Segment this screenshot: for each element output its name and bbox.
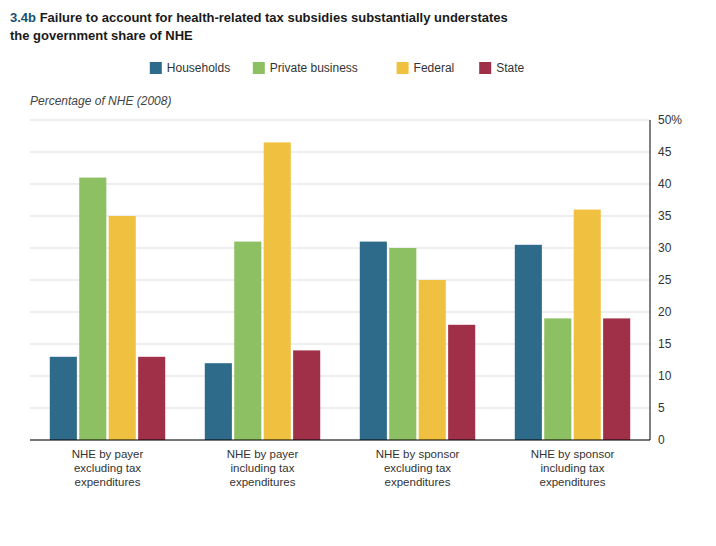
legend-item: Private business: [253, 61, 358, 75]
legend-label: Federal: [414, 61, 455, 75]
y-tick-label: 15: [658, 337, 672, 351]
title-line: 3.4b Failure to account for health-relat…: [10, 10, 508, 25]
bar: [79, 178, 106, 440]
legend-item: State: [479, 61, 524, 75]
bar: [515, 245, 542, 440]
grid-line: [30, 152, 650, 153]
x-tick-line: NHE by payer: [72, 448, 144, 460]
x-tick-label: NHE by sponsor including tax expenditures: [531, 448, 615, 488]
y-tick-label: 10: [658, 369, 672, 383]
y-tick-label: 0: [658, 433, 665, 447]
x-tick-line: expenditures: [75, 476, 141, 488]
x-tick-line: including tax: [541, 462, 605, 474]
bar: [234, 242, 261, 440]
bar: [293, 350, 320, 440]
legend-item: Federal: [397, 61, 455, 75]
y-tick-label: 45: [658, 145, 672, 159]
grid-line: [30, 120, 650, 121]
grid: [30, 120, 650, 440]
y-tick-label: 30: [658, 241, 672, 255]
bar: [544, 318, 571, 440]
y-tick-label: 40: [658, 177, 672, 191]
title-number: 3.4b: [10, 10, 36, 25]
legend: Households Private business Federal State: [150, 61, 525, 75]
chart: 3.4b Failure to account for health-relat…: [0, 0, 716, 546]
bar: [264, 142, 291, 440]
x-tick-line: expenditures: [230, 476, 296, 488]
legend-swatch: [479, 62, 491, 74]
bar: [205, 363, 232, 440]
x-tick-line: excluding tax: [74, 462, 141, 474]
x-tick-label: NHE by payer excluding tax expenditures: [72, 448, 144, 488]
x-tick-label: NHE by sponsor excluding tax expenditures: [376, 448, 460, 488]
bar: [109, 216, 136, 440]
title-line: the government share of NHE: [10, 28, 193, 43]
x-tick-line: including tax: [231, 462, 295, 474]
y-tick-label: 20: [658, 305, 672, 319]
bar: [138, 357, 165, 440]
bar: [448, 325, 475, 440]
y-tick-label: 35: [658, 209, 672, 223]
bar: [389, 248, 416, 440]
bars: [50, 142, 630, 440]
legend-swatch: [253, 62, 265, 74]
y-axis-line: [650, 120, 651, 440]
y-tick-label: 50%: [658, 113, 682, 127]
title: 3.4b Failure to account for health-relat…: [10, 10, 508, 43]
bar: [574, 210, 601, 440]
legend-label: Private business: [270, 61, 358, 75]
x-tick-line: expenditures: [540, 476, 606, 488]
x-tick-line: NHE by payer: [227, 448, 299, 460]
legend-swatch: [397, 62, 409, 74]
x-tick-line: expenditures: [385, 476, 451, 488]
bar: [50, 357, 77, 440]
legend-swatch: [150, 62, 162, 74]
y-tick-label: 25: [658, 273, 672, 287]
grid-line: [30, 184, 650, 185]
bar: [360, 242, 387, 440]
bar: [419, 280, 446, 440]
y-tick-label: 5: [658, 401, 665, 415]
grid-line: [30, 440, 650, 441]
x-tick-line: excluding tax: [384, 462, 451, 474]
legend-label: Households: [167, 61, 230, 75]
y-axis-label: Percentage of NHE (2008): [30, 94, 171, 108]
legend-item: Households: [150, 61, 230, 75]
title-text: Failure to account for health-related ta…: [36, 10, 508, 25]
x-tick-label: NHE by payer including tax expenditures: [227, 448, 299, 488]
bar: [603, 318, 630, 440]
x-tick-line: NHE by sponsor: [376, 448, 460, 460]
x-axis-line: [30, 440, 650, 441]
x-tick-line: NHE by sponsor: [531, 448, 615, 460]
legend-label: State: [496, 61, 524, 75]
